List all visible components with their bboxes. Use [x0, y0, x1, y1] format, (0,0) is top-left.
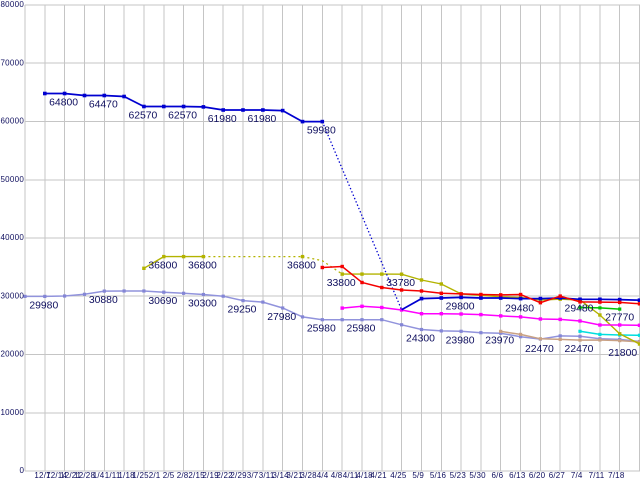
svg-text:5/30: 5/30 — [469, 471, 486, 480]
svg-text:3/11: 3/11 — [259, 471, 275, 480]
svg-text:36800: 36800 — [148, 261, 177, 272]
svg-text:7/11: 7/11 — [589, 471, 605, 480]
svg-text:3/21: 3/21 — [286, 471, 303, 480]
svg-text:64470: 64470 — [89, 100, 118, 111]
svg-text:1/4: 1/4 — [93, 471, 105, 480]
svg-text:20000: 20000 — [0, 350, 24, 359]
svg-text:4/4: 4/4 — [317, 471, 329, 480]
svg-text:2/22: 2/22 — [216, 471, 233, 480]
svg-text:22470: 22470 — [565, 344, 594, 355]
svg-text:5/9: 5/9 — [412, 471, 424, 480]
svg-text:33780: 33780 — [386, 278, 415, 289]
svg-text:6/6: 6/6 — [492, 471, 504, 480]
svg-text:4/25: 4/25 — [390, 471, 407, 480]
svg-text:21800: 21800 — [608, 348, 637, 359]
svg-text:25980: 25980 — [347, 324, 376, 335]
svg-text:64800: 64800 — [49, 98, 78, 109]
svg-text:4/8: 4/8 — [331, 471, 343, 480]
svg-text:70000: 70000 — [0, 59, 24, 68]
svg-text:30300: 30300 — [188, 299, 217, 310]
svg-text:0: 0 — [19, 466, 24, 475]
svg-text:3/7: 3/7 — [247, 471, 259, 480]
svg-text:10000: 10000 — [0, 408, 24, 417]
svg-text:23980: 23980 — [446, 335, 475, 346]
svg-text:2/5: 2/5 — [163, 471, 175, 480]
svg-text:29800: 29800 — [446, 301, 475, 312]
svg-text:1/18: 1/18 — [118, 471, 135, 480]
svg-text:60000: 60000 — [0, 117, 24, 126]
svg-text:7/4: 7/4 — [571, 471, 583, 480]
svg-text:3/14: 3/14 — [272, 471, 289, 480]
svg-text:50000: 50000 — [0, 175, 24, 184]
svg-text:29980: 29980 — [29, 300, 58, 311]
svg-text:80000: 80000 — [0, 0, 24, 9]
svg-text:29480: 29480 — [505, 303, 534, 314]
svg-text:2/15: 2/15 — [188, 471, 205, 480]
svg-text:30690: 30690 — [148, 296, 177, 307]
svg-text:25980: 25980 — [307, 324, 336, 335]
svg-text:2/8: 2/8 — [177, 471, 189, 480]
svg-text:59980: 59980 — [307, 126, 336, 137]
svg-text:3/28: 3/28 — [300, 471, 317, 480]
svg-text:27770: 27770 — [605, 313, 634, 324]
svg-text:6/20: 6/20 — [529, 471, 546, 480]
svg-text:62570: 62570 — [128, 111, 157, 122]
svg-text:5/16: 5/16 — [430, 471, 447, 480]
svg-text:6/27: 6/27 — [549, 471, 566, 480]
svg-text:12/7: 12/7 — [34, 471, 51, 480]
svg-text:61980: 61980 — [208, 114, 237, 125]
svg-text:22470: 22470 — [525, 344, 554, 355]
svg-text:29480: 29480 — [565, 303, 594, 314]
svg-text:62570: 62570 — [168, 111, 197, 122]
svg-text:36800: 36800 — [188, 261, 217, 272]
svg-text:12/14: 12/14 — [46, 471, 67, 480]
svg-text:2/29: 2/29 — [230, 471, 247, 480]
svg-text:4/18: 4/18 — [356, 471, 373, 480]
svg-text:61980: 61980 — [247, 114, 276, 125]
svg-text:27980: 27980 — [267, 312, 296, 323]
svg-text:12/21: 12/21 — [60, 471, 81, 480]
svg-text:4/11: 4/11 — [343, 471, 359, 480]
svg-text:5/23: 5/23 — [450, 471, 467, 480]
svg-text:1/25: 1/25 — [132, 471, 149, 480]
svg-text:2/1: 2/1 — [149, 471, 161, 480]
svg-text:2/19: 2/19 — [202, 471, 219, 480]
svg-text:6/13: 6/13 — [509, 471, 526, 480]
svg-text:36800: 36800 — [287, 261, 316, 272]
svg-text:40000: 40000 — [0, 233, 24, 242]
svg-text:30000: 30000 — [0, 291, 24, 300]
svg-text:23970: 23970 — [485, 335, 514, 346]
svg-text:1/11: 1/11 — [105, 471, 121, 480]
svg-text:4/21: 4/21 — [370, 471, 387, 480]
svg-text:12/28: 12/28 — [74, 471, 95, 480]
svg-text:30880: 30880 — [89, 295, 118, 306]
svg-text:33800: 33800 — [327, 278, 356, 289]
svg-text:24300: 24300 — [406, 334, 435, 345]
svg-text:7/18: 7/18 — [608, 471, 625, 480]
svg-text:29250: 29250 — [228, 305, 257, 316]
